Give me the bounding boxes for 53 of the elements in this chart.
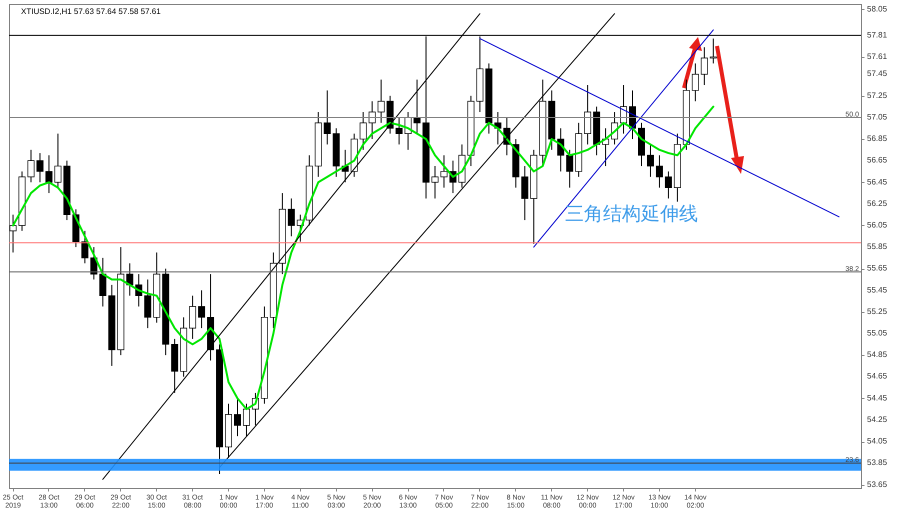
- y-tick-label: 56.05: [867, 220, 888, 230]
- candlestick: [28, 149, 34, 183]
- y-tick-label: 56.45: [867, 177, 888, 186]
- candlestick: [566, 149, 574, 188]
- candlestick: [700, 46, 708, 86]
- y-tick-label: 58.05: [867, 4, 888, 14]
- y-tick-label: 55.05: [867, 328, 888, 338]
- y-tick-label: 53.85: [867, 458, 888, 468]
- y-tick-label: 56.25: [867, 198, 888, 208]
- candlestick: [324, 90, 331, 145]
- y-tick-label: 55.45: [867, 285, 888, 294]
- candlestick: [664, 170, 672, 199]
- candlestick: [584, 84, 592, 145]
- candlestick: [396, 116, 403, 145]
- y-tick-label: 57.45: [867, 69, 888, 78]
- annotation: 三角结构延伸线: [565, 203, 698, 225]
- candlestick: [54, 133, 62, 188]
- y-tick-label: 55.25: [867, 306, 888, 316]
- candlestick: [45, 154, 52, 194]
- y-tick-label: 57.25: [867, 90, 888, 100]
- candlestick: [99, 257, 106, 307]
- y-tick-label: 57.61: [867, 52, 888, 61]
- candlestick: [242, 403, 250, 437]
- y-tick-label: 54.25: [867, 414, 888, 424]
- candlestick: [692, 62, 699, 102]
- y-tick-label: 57.81: [867, 30, 888, 40]
- y-tick-label: 54.65: [867, 372, 888, 381]
- y-tick-label: 54.05: [867, 436, 888, 446]
- candlestick: [234, 398, 241, 437]
- y-tick-label: 55.85: [867, 242, 888, 252]
- y-tick-label: 56.85: [867, 134, 888, 144]
- candlestick: [288, 198, 295, 237]
- candlestick: [710, 38, 717, 64]
- candlestick: [656, 154, 663, 188]
- candlestick: [36, 152, 44, 183]
- candlestick: [144, 278, 152, 329]
- y-tick-label: 54.45: [867, 393, 888, 402]
- y-tick-label: 57.05: [867, 112, 888, 122]
- y-tick-label: 53.65: [867, 480, 888, 489]
- candlestick: [198, 290, 206, 329]
- candlestick: [360, 112, 367, 150]
- y-tick-label: 55.65: [867, 264, 888, 273]
- candlestick: [440, 154, 448, 188]
- candlestick: [378, 79, 385, 124]
- y-tick-label: 56.65: [867, 156, 888, 165]
- candlestick: [189, 295, 196, 340]
- candlestick: [646, 144, 654, 178]
- candlestick: [521, 166, 528, 221]
- candlestick: [432, 166, 438, 199]
- candlestick: [368, 100, 376, 140]
- chart-title: XTIUSD.I2,H1 57.63 57.64 57.58 57.61: [21, 7, 162, 16]
- candlestick: [10, 214, 17, 253]
- y-tick-label: 54.85: [867, 350, 888, 360]
